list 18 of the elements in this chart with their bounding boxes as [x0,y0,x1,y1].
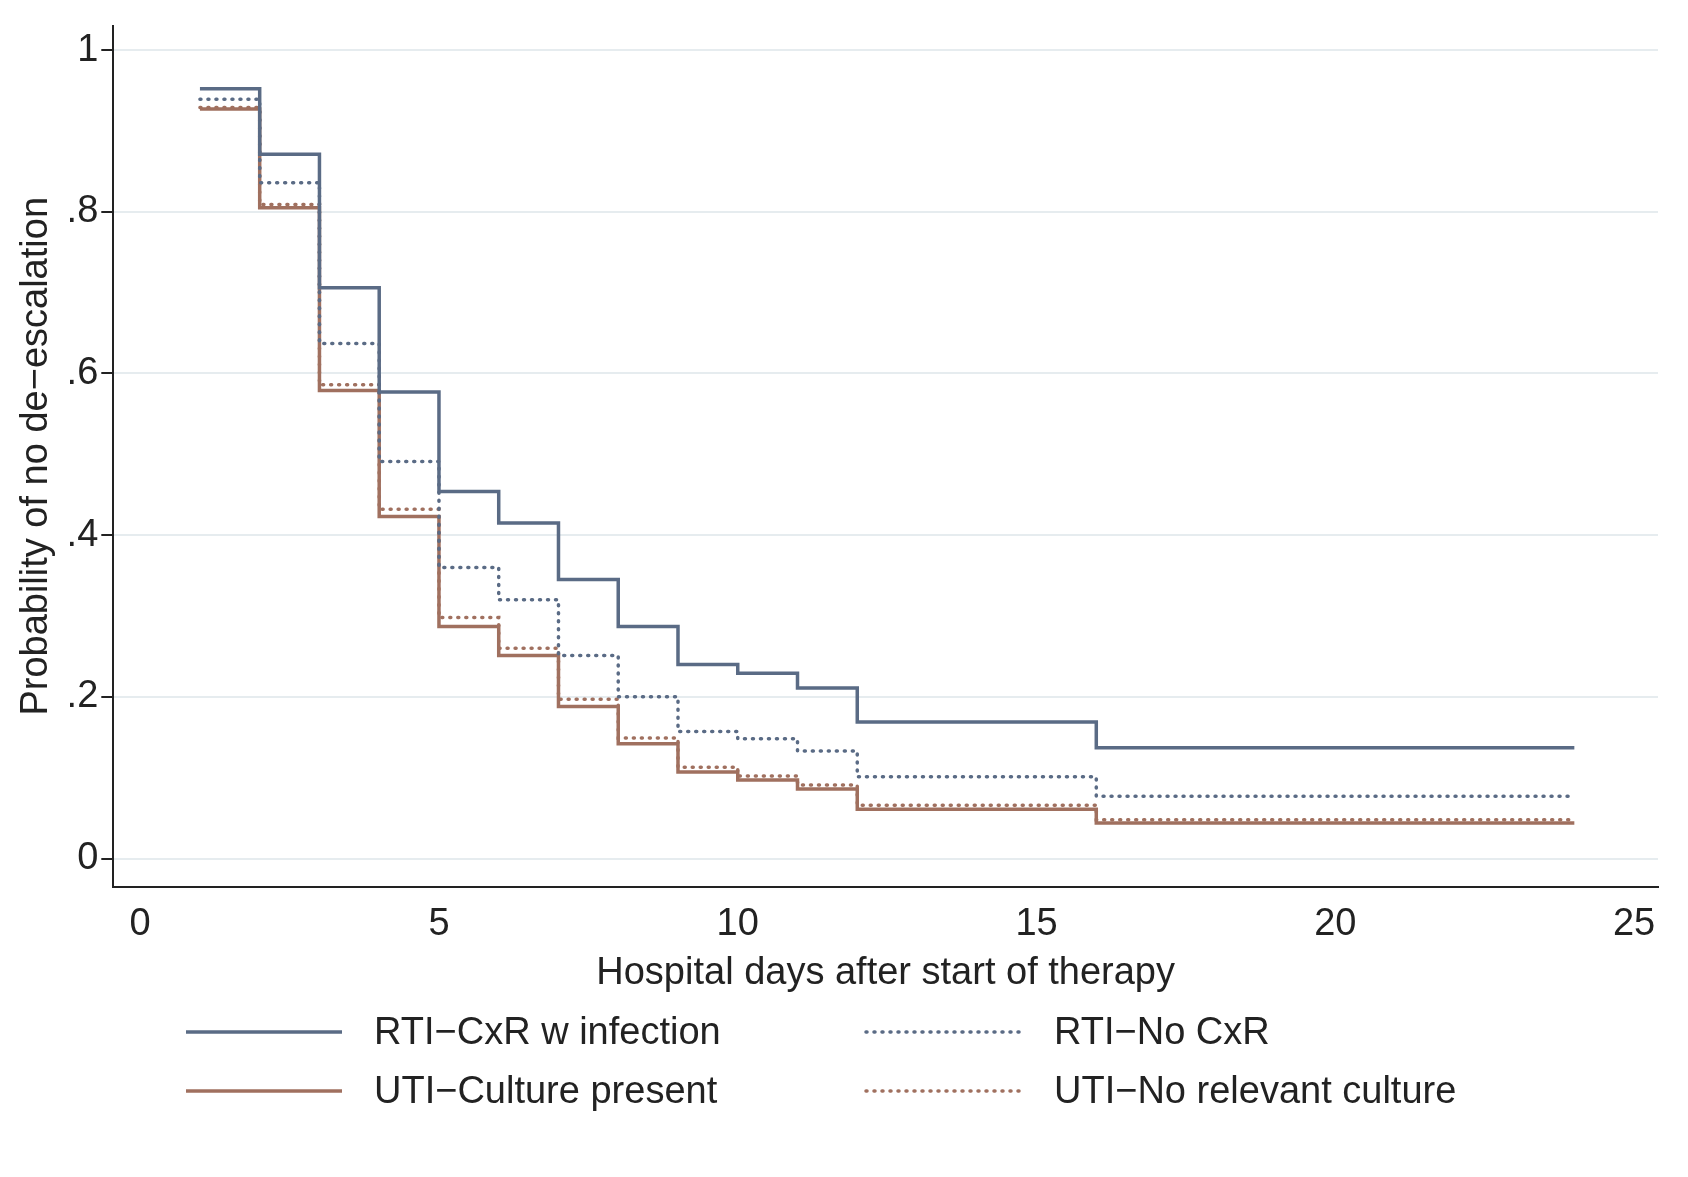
legend-label: UTI−No relevant culture [1054,1069,1457,1112]
x-tick-label: 20 [1314,901,1357,944]
x-axis-title: Hospital days after start of therapy [596,949,1176,992]
y-tick-label: .2 [66,673,99,716]
legend-label: RTI−CxR w infection [374,1010,721,1053]
x-tick-label: 15 [1015,901,1058,944]
y-tick-label: .6 [66,349,99,392]
legend-label: UTI−Culture present [374,1069,718,1112]
legend-label: RTI−No CxR [1054,1010,1270,1053]
y-tick-label: 0 [77,834,99,877]
x-tick-label: 25 [1612,901,1656,944]
y-tick-label: 1 [77,26,99,69]
x-tick-label: 0 [129,901,151,944]
x-tick-label: 5 [428,901,450,944]
y-tick-label: .8 [66,188,99,231]
y-axis-title: Probability of no de−escalation [13,196,56,716]
y-tick-label: .4 [66,511,99,554]
x-tick-label: 10 [716,901,759,944]
